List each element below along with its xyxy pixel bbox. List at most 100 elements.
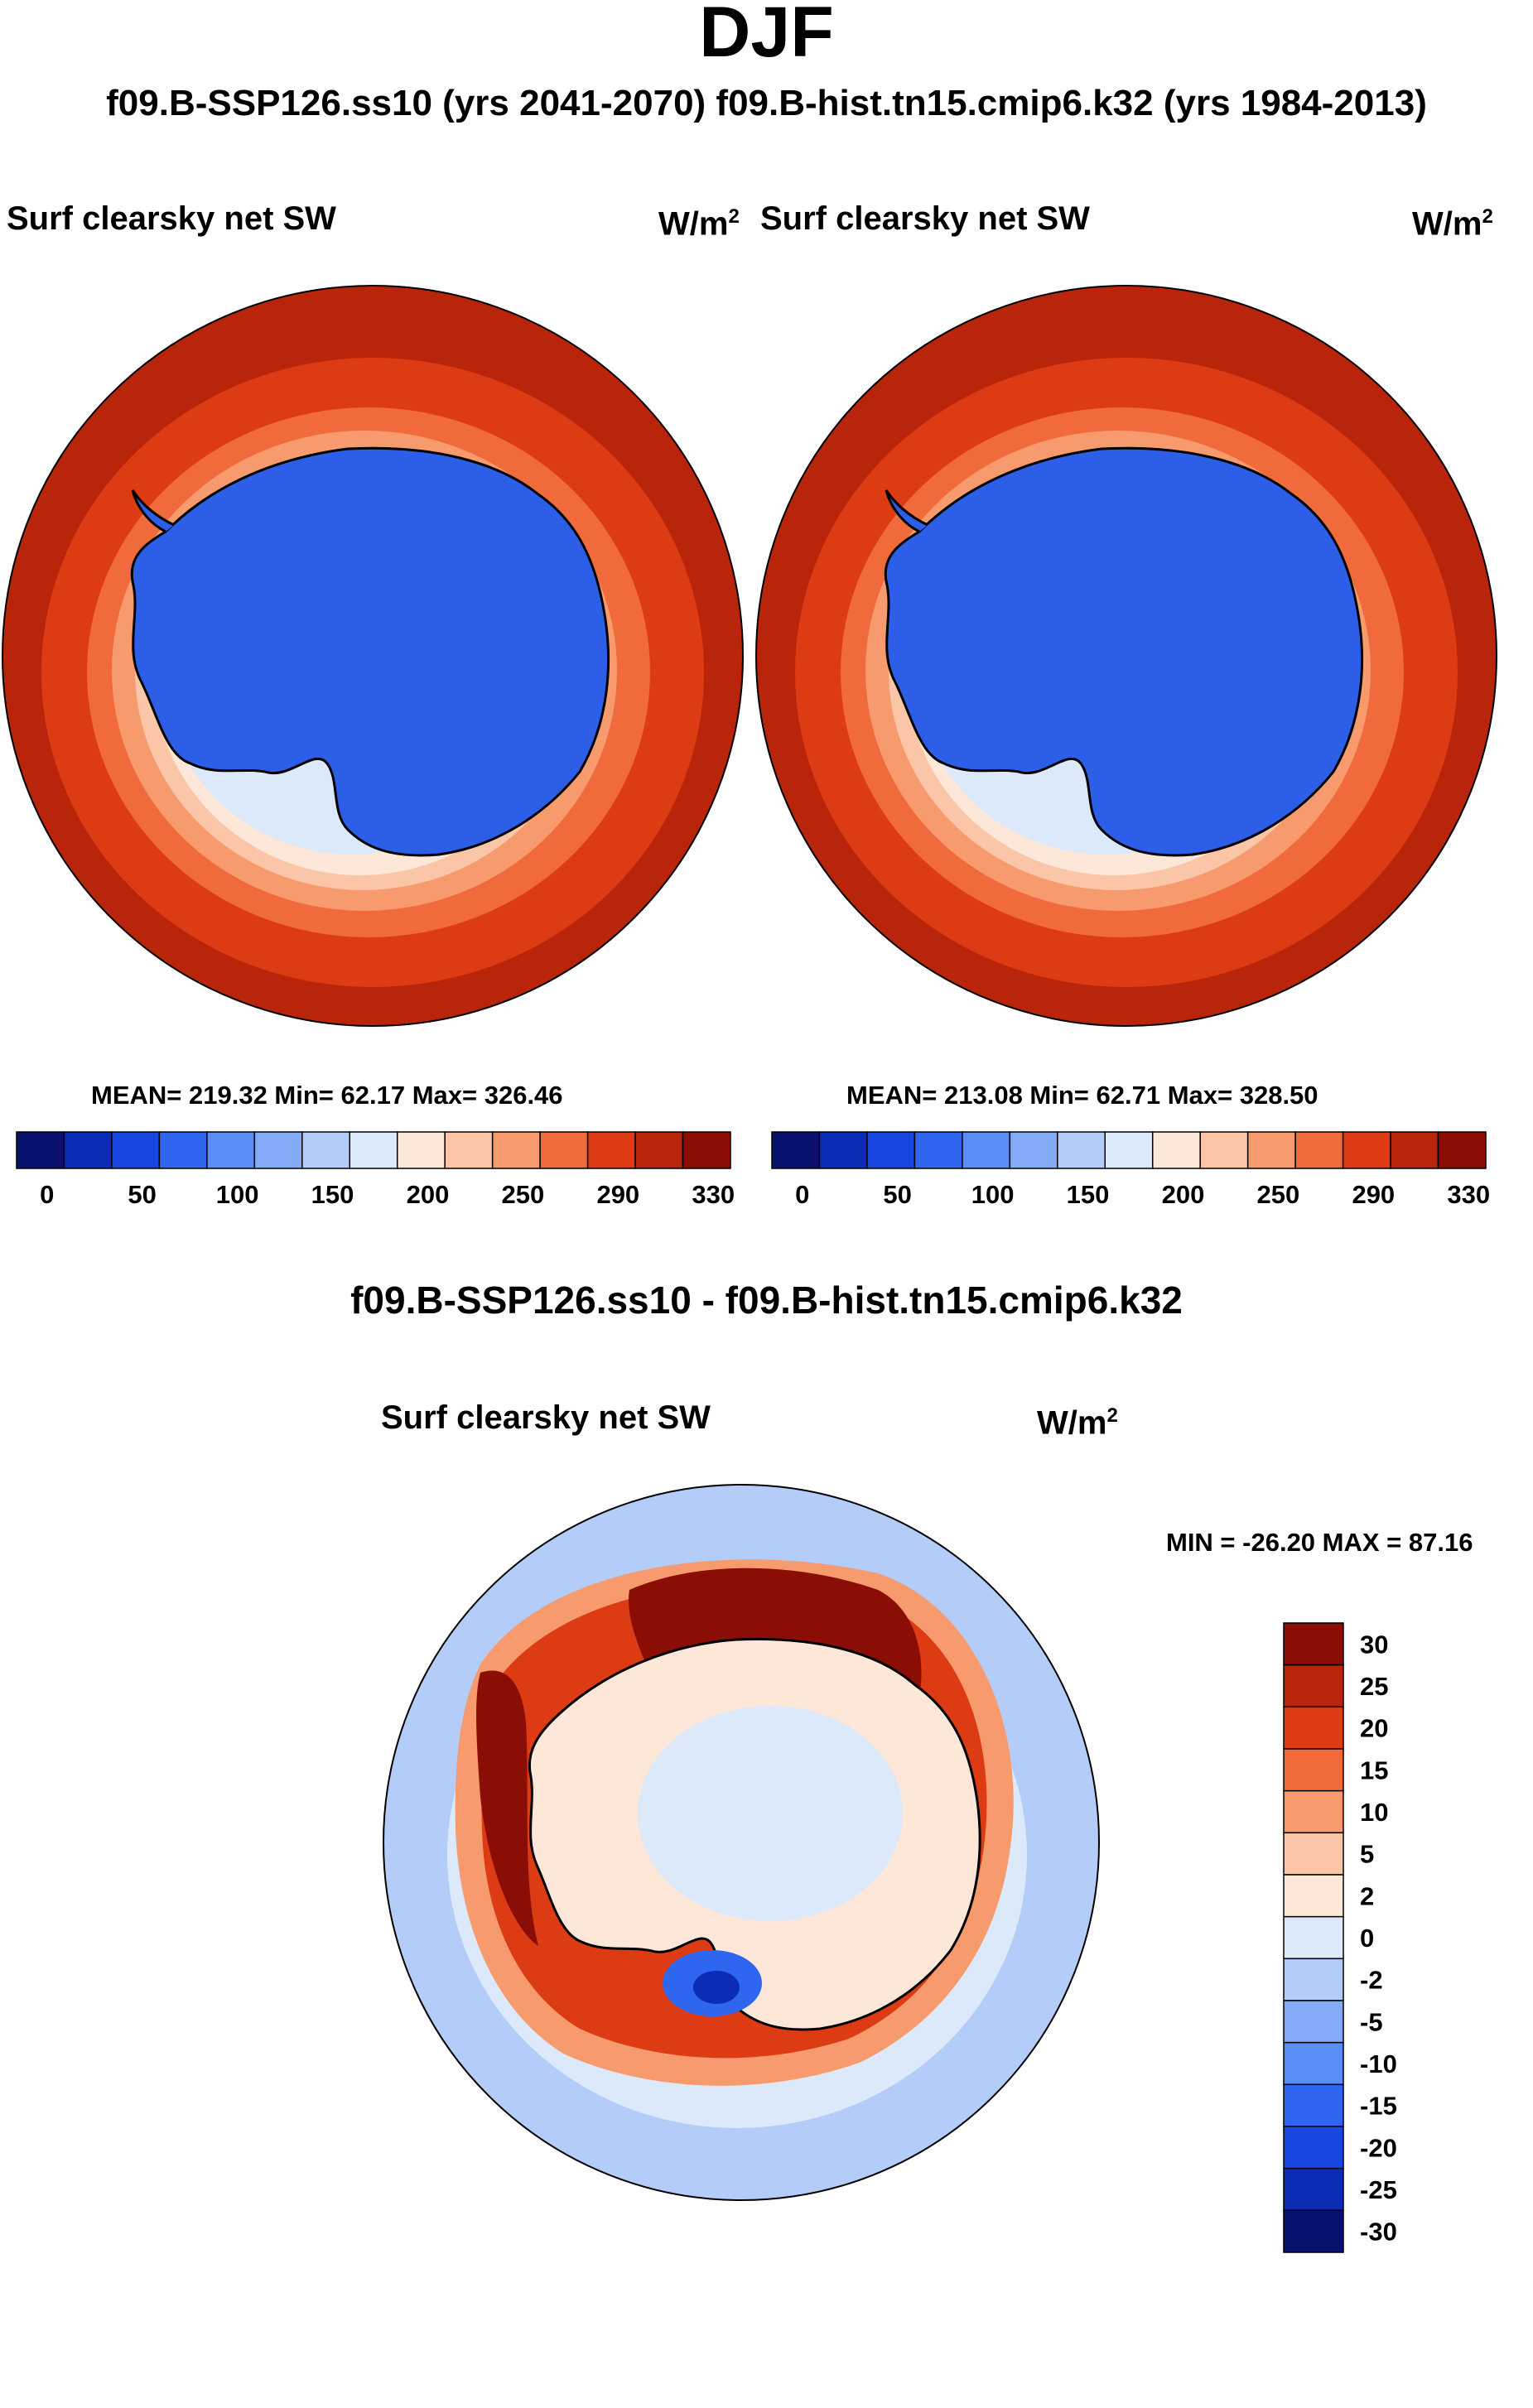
- colorbar-tick-label: 290: [596, 1180, 639, 1209]
- colorbar-tick-label: 100: [971, 1180, 1015, 1209]
- antarctic-peninsula: [885, 489, 928, 533]
- colorbar-tick-label: 330: [692, 1180, 735, 1209]
- colorbar-tick-label: 200: [1162, 1180, 1205, 1209]
- colorbar-cell-3: [914, 1131, 963, 1169]
- colorbar-cell-13: [1283, 2167, 1344, 2212]
- colorbar-cell-10: [1283, 2041, 1344, 2086]
- colorbar-cell-7: [1283, 1915, 1344, 1960]
- panel-3-stats: MIN = -26.20 MAX = 87.16: [1166, 1528, 1473, 1557]
- figure-subtitle: f09.B-SSP126.ss10 (yrs 2041-2070) f09.B-…: [106, 83, 1427, 123]
- colorbar-cell-7: [1104, 1131, 1154, 1169]
- colorbar-tick-label: -10: [1360, 2049, 1397, 2078]
- colorbar-tick-label: 200: [407, 1180, 450, 1209]
- panel-1-stats: MEAN= 219.32 Min= 62.17 Max= 326.46: [91, 1081, 563, 1110]
- colorbar-tick-label: 150: [311, 1180, 354, 1209]
- weddell-min: [693, 1971, 740, 2004]
- colorbar-cell-14: [1437, 1131, 1487, 1169]
- colorbar-cell-11: [1283, 2083, 1344, 2127]
- map-difference: [383, 1484, 1100, 2201]
- colorbar-cell-13: [1390, 1131, 1439, 1169]
- colorbar-tick-label: 10: [1360, 1798, 1388, 1827]
- colorbar-tick-label: -15: [1360, 2092, 1397, 2121]
- colorbar-cell-5: [1283, 1832, 1344, 1876]
- colorbar-cell-0: [771, 1131, 821, 1169]
- colorbar-cell-6: [1057, 1131, 1106, 1169]
- colorbar-cell-10: [491, 1131, 541, 1169]
- colorbar-tick-label: -2: [1360, 1966, 1383, 1995]
- colorbar-tick-label: 0: [1360, 1924, 1374, 1953]
- colorbar-cell-14: [682, 1131, 731, 1169]
- colorbar-cell-1: [818, 1131, 868, 1169]
- map-historical: [755, 285, 1497, 1027]
- colorbar-tick-label: 250: [502, 1180, 545, 1209]
- panel-2-units: W/m2: [1412, 205, 1493, 243]
- colorbar-cell-8: [396, 1131, 446, 1169]
- colorbar-cell-2: [1283, 1706, 1344, 1750]
- figure-title: DJF: [699, 0, 834, 72]
- colorbar-tick-label: 0: [40, 1180, 54, 1209]
- colorbar-tick-label: 0: [795, 1180, 809, 1209]
- colorbar-tick-label: 250: [1257, 1180, 1300, 1209]
- colorbar-cell-12: [1342, 1131, 1391, 1169]
- colorbar-cell-13: [634, 1131, 684, 1169]
- colorbar-cell-6: [1283, 1874, 1344, 1918]
- colorbar-cell-1: [1283, 1664, 1344, 1708]
- colorbar-tick-label: 25: [1360, 1672, 1388, 1701]
- colorbar-cell-0: [1283, 1622, 1344, 1666]
- colorbar-cell-2: [866, 1131, 916, 1169]
- colorbar-cell-9: [444, 1131, 494, 1169]
- colorbar-cell-11: [1294, 1131, 1344, 1169]
- colorbar-tick-label: 2: [1360, 1881, 1374, 1910]
- colorbar-cell-9: [1199, 1131, 1249, 1169]
- colorbar-tick-label: 100: [216, 1180, 259, 1209]
- colorbar-cell-0: [16, 1131, 65, 1169]
- interior-neg: [638, 1706, 903, 1921]
- panel-3-units: W/m2: [1037, 1404, 1118, 1442]
- colorbar-panel-2: 0 50 100 150 200 250 290 330: [771, 1131, 1490, 1209]
- difference-title: f09.B-SSP126.ss10 - f09.B-hist.tn15.cmip…: [350, 1279, 1183, 1322]
- antarctic-peninsula: [131, 489, 175, 533]
- colorbar-cell-4: [1283, 1789, 1344, 1834]
- colorbar-cell-5: [1009, 1131, 1058, 1169]
- colorbar-cell-1: [63, 1131, 113, 1169]
- antarctica-land: [884, 446, 1364, 857]
- map-ssp126: [2, 285, 744, 1027]
- colorbar-cell-10: [1246, 1131, 1296, 1169]
- colorbar-cell-12: [1283, 2126, 1344, 2170]
- colorbar-cell-2: [111, 1131, 161, 1169]
- colorbar-tick-label: -20: [1360, 2133, 1397, 2162]
- colorbar-cell-7: [349, 1131, 398, 1169]
- colorbar-cell-3: [1283, 1748, 1344, 1792]
- colorbar-cell-6: [301, 1131, 351, 1169]
- colorbar-cell-4: [962, 1131, 1011, 1169]
- colorbar-cell-5: [253, 1131, 303, 1169]
- panel-2-title: Surf clearsky net SW: [760, 200, 1090, 237]
- panel-1-title: Surf clearsky net SW: [7, 200, 336, 237]
- colorbar-tick-label: 330: [1447, 1180, 1490, 1209]
- panel-3-title: Surf clearsky net SW: [381, 1399, 711, 1436]
- panel-2-stats: MEAN= 213.08 Min= 62.71 Max= 328.50: [846, 1081, 1318, 1110]
- colorbar-tick-label: 15: [1360, 1755, 1388, 1784]
- colorbar-cell-8: [1283, 1958, 1344, 2001]
- colorbar-cell-14: [1283, 2209, 1344, 2253]
- colorbar-tick-label: 5: [1360, 1840, 1374, 1869]
- colorbar-tick-label: -30: [1360, 2218, 1397, 2247]
- colorbar-tick-label: -25: [1360, 2175, 1397, 2204]
- colorbar-tick-label: 50: [883, 1180, 911, 1209]
- colorbar-cell-11: [539, 1131, 589, 1169]
- colorbar-panel-1: 0 50 100 150 200 250 290 330: [16, 1131, 735, 1209]
- colorbar-tick-label: 20: [1360, 1714, 1388, 1743]
- colorbar-cell-3: [158, 1131, 208, 1169]
- colorbar-tick-label: 290: [1352, 1180, 1395, 1209]
- colorbar-tick-label: 150: [1067, 1180, 1110, 1209]
- colorbar-tick-label: 50: [128, 1180, 156, 1209]
- colorbar-cell-8: [1151, 1131, 1201, 1169]
- contour-max-west: [476, 1670, 538, 1946]
- colorbar-cell-9: [1283, 2000, 1344, 2044]
- colorbar-cell-12: [586, 1131, 636, 1169]
- panel-1-units: W/m2: [658, 205, 740, 243]
- colorbar-tick-label: 30: [1360, 1630, 1388, 1659]
- antarctica-land: [130, 446, 610, 857]
- colorbar-tick-label: -5: [1360, 2007, 1383, 2036]
